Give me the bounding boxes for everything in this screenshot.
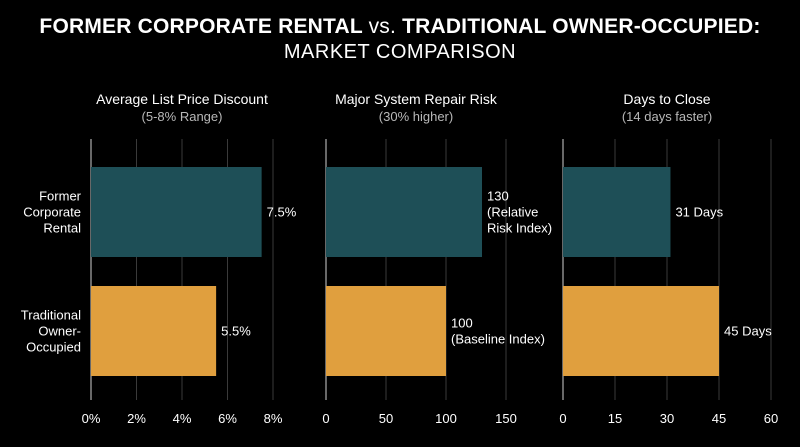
category-label-line: Corporate	[23, 205, 81, 220]
category-label-line: Rental	[43, 221, 81, 236]
panel-title: Major System Repair Risk	[335, 91, 498, 107]
title-line-1: FORMER CORPORATE RENTAL vs. TRADITIONAL …	[0, 14, 800, 40]
data-label: (Relative	[487, 205, 538, 220]
panel-subtitle: (14 days faster)	[622, 109, 712, 124]
bar-traditional-owner-occupied	[563, 286, 719, 376]
x-tick-label: 50	[379, 411, 393, 426]
panel-subtitle: (5-8% Range)	[142, 109, 223, 124]
panel-title: Average List Price Discount	[96, 91, 268, 107]
category-label-line: Occupied	[26, 340, 81, 355]
category-label-line: Former	[39, 189, 82, 204]
category-label-line: Owner-	[38, 324, 81, 339]
category-label-line: Traditional	[21, 308, 81, 323]
x-tick-label: 0%	[82, 411, 101, 426]
bar-former-corporate-rental	[91, 167, 262, 257]
x-tick-label: 0	[559, 411, 566, 426]
data-label: 45 Days	[724, 324, 772, 339]
data-label: 130	[487, 189, 509, 204]
chart-title: FORMER CORPORATE RENTAL vs. TRADITIONAL …	[0, 14, 800, 64]
data-label: 100	[451, 316, 473, 331]
data-label: 31 Days	[675, 205, 723, 220]
title-part-2: TRADITIONAL OWNER-OCCUPIED:	[402, 15, 761, 38]
data-label: Risk Index)	[487, 221, 552, 236]
title-vs: vs.	[368, 15, 397, 38]
panel-title: Days to Close	[623, 91, 710, 107]
data-label: 7.5%	[267, 205, 297, 220]
x-tick-label: 8%	[264, 411, 283, 426]
bar-former-corporate-rental	[326, 167, 482, 257]
title-line-2: MARKET COMPARISON	[283, 41, 517, 63]
x-tick-label: 45	[712, 411, 726, 426]
panel-subtitle: (30% higher)	[379, 109, 453, 124]
x-tick-label: 100	[435, 411, 457, 426]
x-tick-label: 0	[322, 411, 329, 426]
title-part-1: FORMER CORPORATE RENTAL	[39, 15, 363, 38]
x-tick-label: 15	[608, 411, 622, 426]
x-tick-label: 2%	[127, 411, 146, 426]
bar-traditional-owner-occupied	[326, 286, 446, 376]
bar-traditional-owner-occupied	[91, 286, 217, 376]
x-tick-label: 150	[495, 411, 517, 426]
data-label: (Baseline Index)	[451, 332, 545, 347]
x-tick-label: 6%	[218, 411, 237, 426]
bar-former-corporate-rental	[563, 167, 671, 257]
x-tick-label: 4%	[173, 411, 192, 426]
x-tick-label: 60	[764, 411, 778, 426]
x-tick-label: 30	[660, 411, 674, 426]
data-label: 5.5%	[221, 324, 251, 339]
